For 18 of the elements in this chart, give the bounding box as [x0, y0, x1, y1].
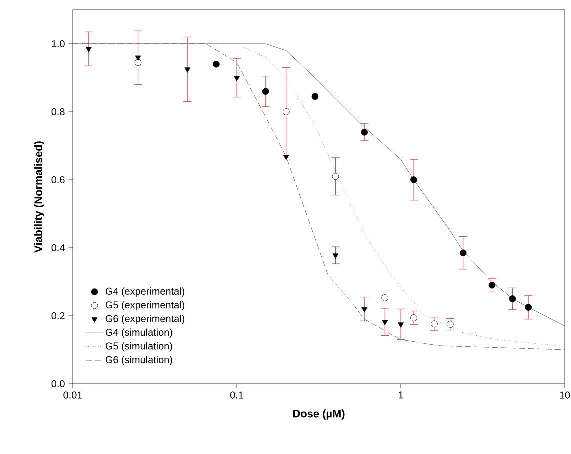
y-tick-label: 1.0	[52, 40, 65, 48]
legend-label: G4 (simulation)	[106, 328, 172, 338]
y-tick-label: 0.4	[52, 244, 65, 252]
y-tick-label: 0.2	[52, 312, 65, 320]
x-tick-label: 10	[560, 392, 570, 399]
y-tick-label: 0.0	[52, 380, 65, 388]
legend-label: G5 (simulation)	[106, 342, 172, 352]
legend-label: G6 (experimental)	[106, 315, 185, 324]
y-tick-label: 0.8	[52, 108, 65, 116]
legend-label: G5 (experimental)	[106, 301, 185, 311]
x-tick-label: 0.1	[230, 392, 244, 399]
legend-label: G6 (simulation)	[106, 356, 172, 366]
x-tick-label: 0.01	[64, 392, 82, 399]
y-tick-label: 0.6	[52, 176, 65, 184]
x-tick-label: 1	[399, 392, 404, 399]
x-axis-title: Dose (µM)	[293, 410, 345, 420]
legend-label: G4 (experimental)	[106, 288, 185, 297]
y-axis-title: Viability (Normalised)	[34, 142, 45, 253]
